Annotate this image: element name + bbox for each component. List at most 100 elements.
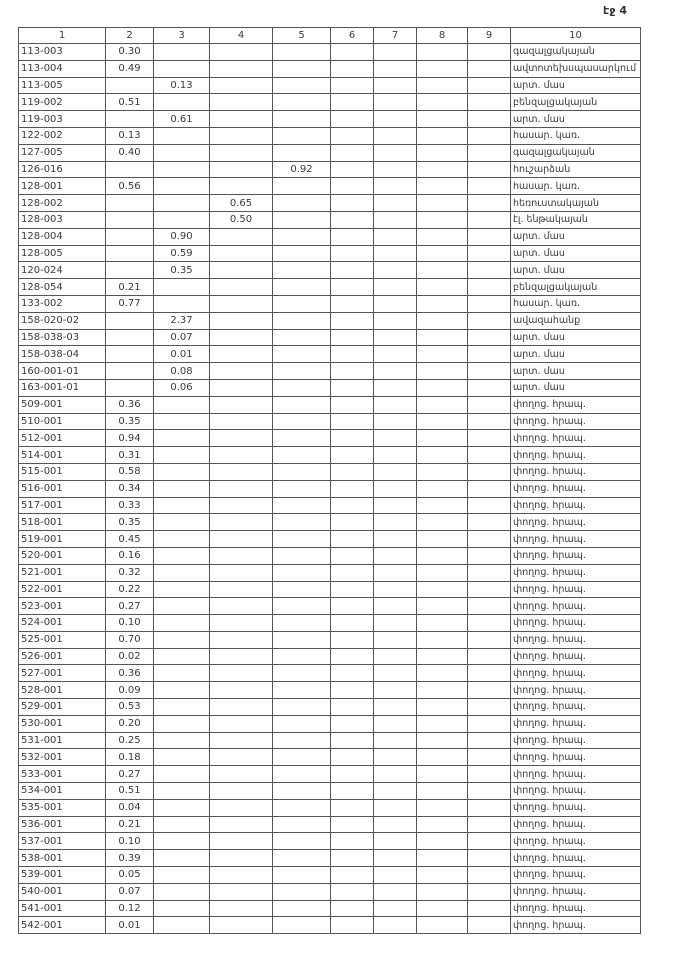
- parcel-code: 158-038-03: [18, 328, 106, 347]
- land-use: արտ. մաս: [510, 261, 641, 280]
- land-use: փողոց. հրապ.: [510, 832, 641, 851]
- parcel-code: 158-020-02: [18, 311, 106, 330]
- area-col-3: [153, 647, 210, 666]
- area-col-5: [272, 546, 331, 565]
- area-col-9: [467, 647, 511, 666]
- area-col-3: 0.07: [153, 328, 210, 347]
- area-col-7: [373, 462, 417, 481]
- table-row: 521-001 0.32 փողոց. հրապ.: [18, 563, 641, 582]
- area-col-4: [209, 815, 273, 834]
- area-col-7: [373, 126, 417, 145]
- area-col-7: [373, 194, 417, 212]
- area-col-9: [467, 278, 511, 296]
- table-row: 120-024 0.35 արտ. մաս: [18, 261, 641, 280]
- land-use: հասար. կառ.: [510, 177, 641, 196]
- area-col-5: [272, 765, 331, 784]
- area-col-4: [209, 513, 273, 532]
- land-use: փողոց. հրապ.: [510, 412, 641, 431]
- area-col-3: [153, 580, 210, 599]
- area-col-7: [373, 43, 417, 61]
- area-col-3: [153, 496, 210, 515]
- area-col-8: [416, 378, 468, 397]
- parcel-code: 529-001: [18, 698, 106, 716]
- table-row: 539-001 0.05 փողոց. հրապ.: [18, 866, 641, 884]
- area-col-4: 0.65: [209, 194, 273, 212]
- parcel-code: 520-001: [18, 546, 106, 565]
- area-col-8: [416, 395, 468, 414]
- area-col-8: [416, 580, 468, 599]
- area-col-9: [467, 916, 511, 935]
- land-use: փողոց. հրապ.: [510, 563, 641, 582]
- area-col-7: [373, 76, 417, 95]
- area-col-3: [153, 916, 210, 935]
- area-col-8: [416, 194, 468, 212]
- area-col-8: [416, 429, 468, 448]
- area-col-3: [153, 446, 210, 464]
- area-col-2: 0.30: [105, 43, 154, 61]
- area-col-9: [467, 160, 511, 179]
- area-col-6: [330, 748, 374, 767]
- area-col-7: [373, 916, 417, 935]
- area-col-2: 0.27: [105, 765, 154, 784]
- area-col-2: 0.21: [105, 278, 154, 296]
- area-col-9: [467, 43, 511, 61]
- area-col-2: 0.12: [105, 899, 154, 918]
- parcel-code: 519-001: [18, 530, 106, 548]
- area-col-7: [373, 294, 417, 313]
- area-col-2: 0.13: [105, 126, 154, 145]
- area-col-4: [209, 664, 273, 683]
- column-header-3: 3: [153, 27, 210, 44]
- area-col-3: [153, 832, 210, 851]
- area-col-6: [330, 563, 374, 582]
- area-col-9: [467, 462, 511, 481]
- area-col-9: [467, 832, 511, 851]
- area-col-4: [209, 714, 273, 733]
- parcel-code: 113-004: [18, 59, 106, 78]
- area-col-7: [373, 177, 417, 196]
- area-col-6: [330, 479, 374, 498]
- area-col-4: [209, 177, 273, 196]
- area-col-7: [373, 244, 417, 263]
- land-use: փողոց. հրապ.: [510, 513, 641, 532]
- area-col-8: [416, 479, 468, 498]
- area-col-6: [330, 126, 374, 145]
- area-col-7: [373, 362, 417, 380]
- area-col-7: [373, 731, 417, 750]
- parcel-code: 522-001: [18, 580, 106, 599]
- area-col-3: [153, 395, 210, 414]
- area-col-8: [416, 866, 468, 884]
- parcel-code: 515-001: [18, 462, 106, 481]
- area-col-5: [272, 43, 331, 61]
- area-col-9: [467, 782, 511, 800]
- area-col-5: [272, 630, 331, 649]
- area-col-2: [105, 160, 154, 179]
- area-col-6: [330, 110, 374, 128]
- area-col-3: [153, 815, 210, 834]
- land-use: փողոց. հրապ.: [510, 798, 641, 817]
- area-col-7: [373, 160, 417, 179]
- area-col-5: [272, 345, 331, 364]
- table-row: 518-001 0.35 փողոց. հրապ.: [18, 513, 641, 532]
- area-col-3: [153, 664, 210, 683]
- area-col-6: [330, 378, 374, 397]
- land-use: փողոց. հրապ.: [510, 882, 641, 901]
- table-row: 133-002 0.77 հասար. կառ.: [18, 294, 641, 313]
- area-col-5: [272, 714, 331, 733]
- area-col-5: [272, 194, 331, 212]
- parcel-code: 517-001: [18, 496, 106, 515]
- area-col-2: [105, 194, 154, 212]
- table-row: 532-001 0.18 փողոց. հրապ.: [18, 748, 641, 767]
- land-use: ավտոտեխսպասարկում: [510, 59, 641, 78]
- area-col-8: [416, 815, 468, 834]
- area-col-6: [330, 681, 374, 700]
- area-col-4: [209, 832, 273, 851]
- area-col-2: [105, 110, 154, 128]
- area-col-4: [209, 446, 273, 464]
- land-use: ավազահանք: [510, 311, 641, 330]
- area-col-2: 0.53: [105, 698, 154, 716]
- area-col-7: [373, 278, 417, 296]
- area-col-8: [416, 698, 468, 716]
- area-col-5: [272, 664, 331, 683]
- table-row: 509-001 0.36 փողոց. հրապ.: [18, 395, 641, 414]
- table-row: 510-001 0.35 փողոց. հրապ.: [18, 412, 641, 431]
